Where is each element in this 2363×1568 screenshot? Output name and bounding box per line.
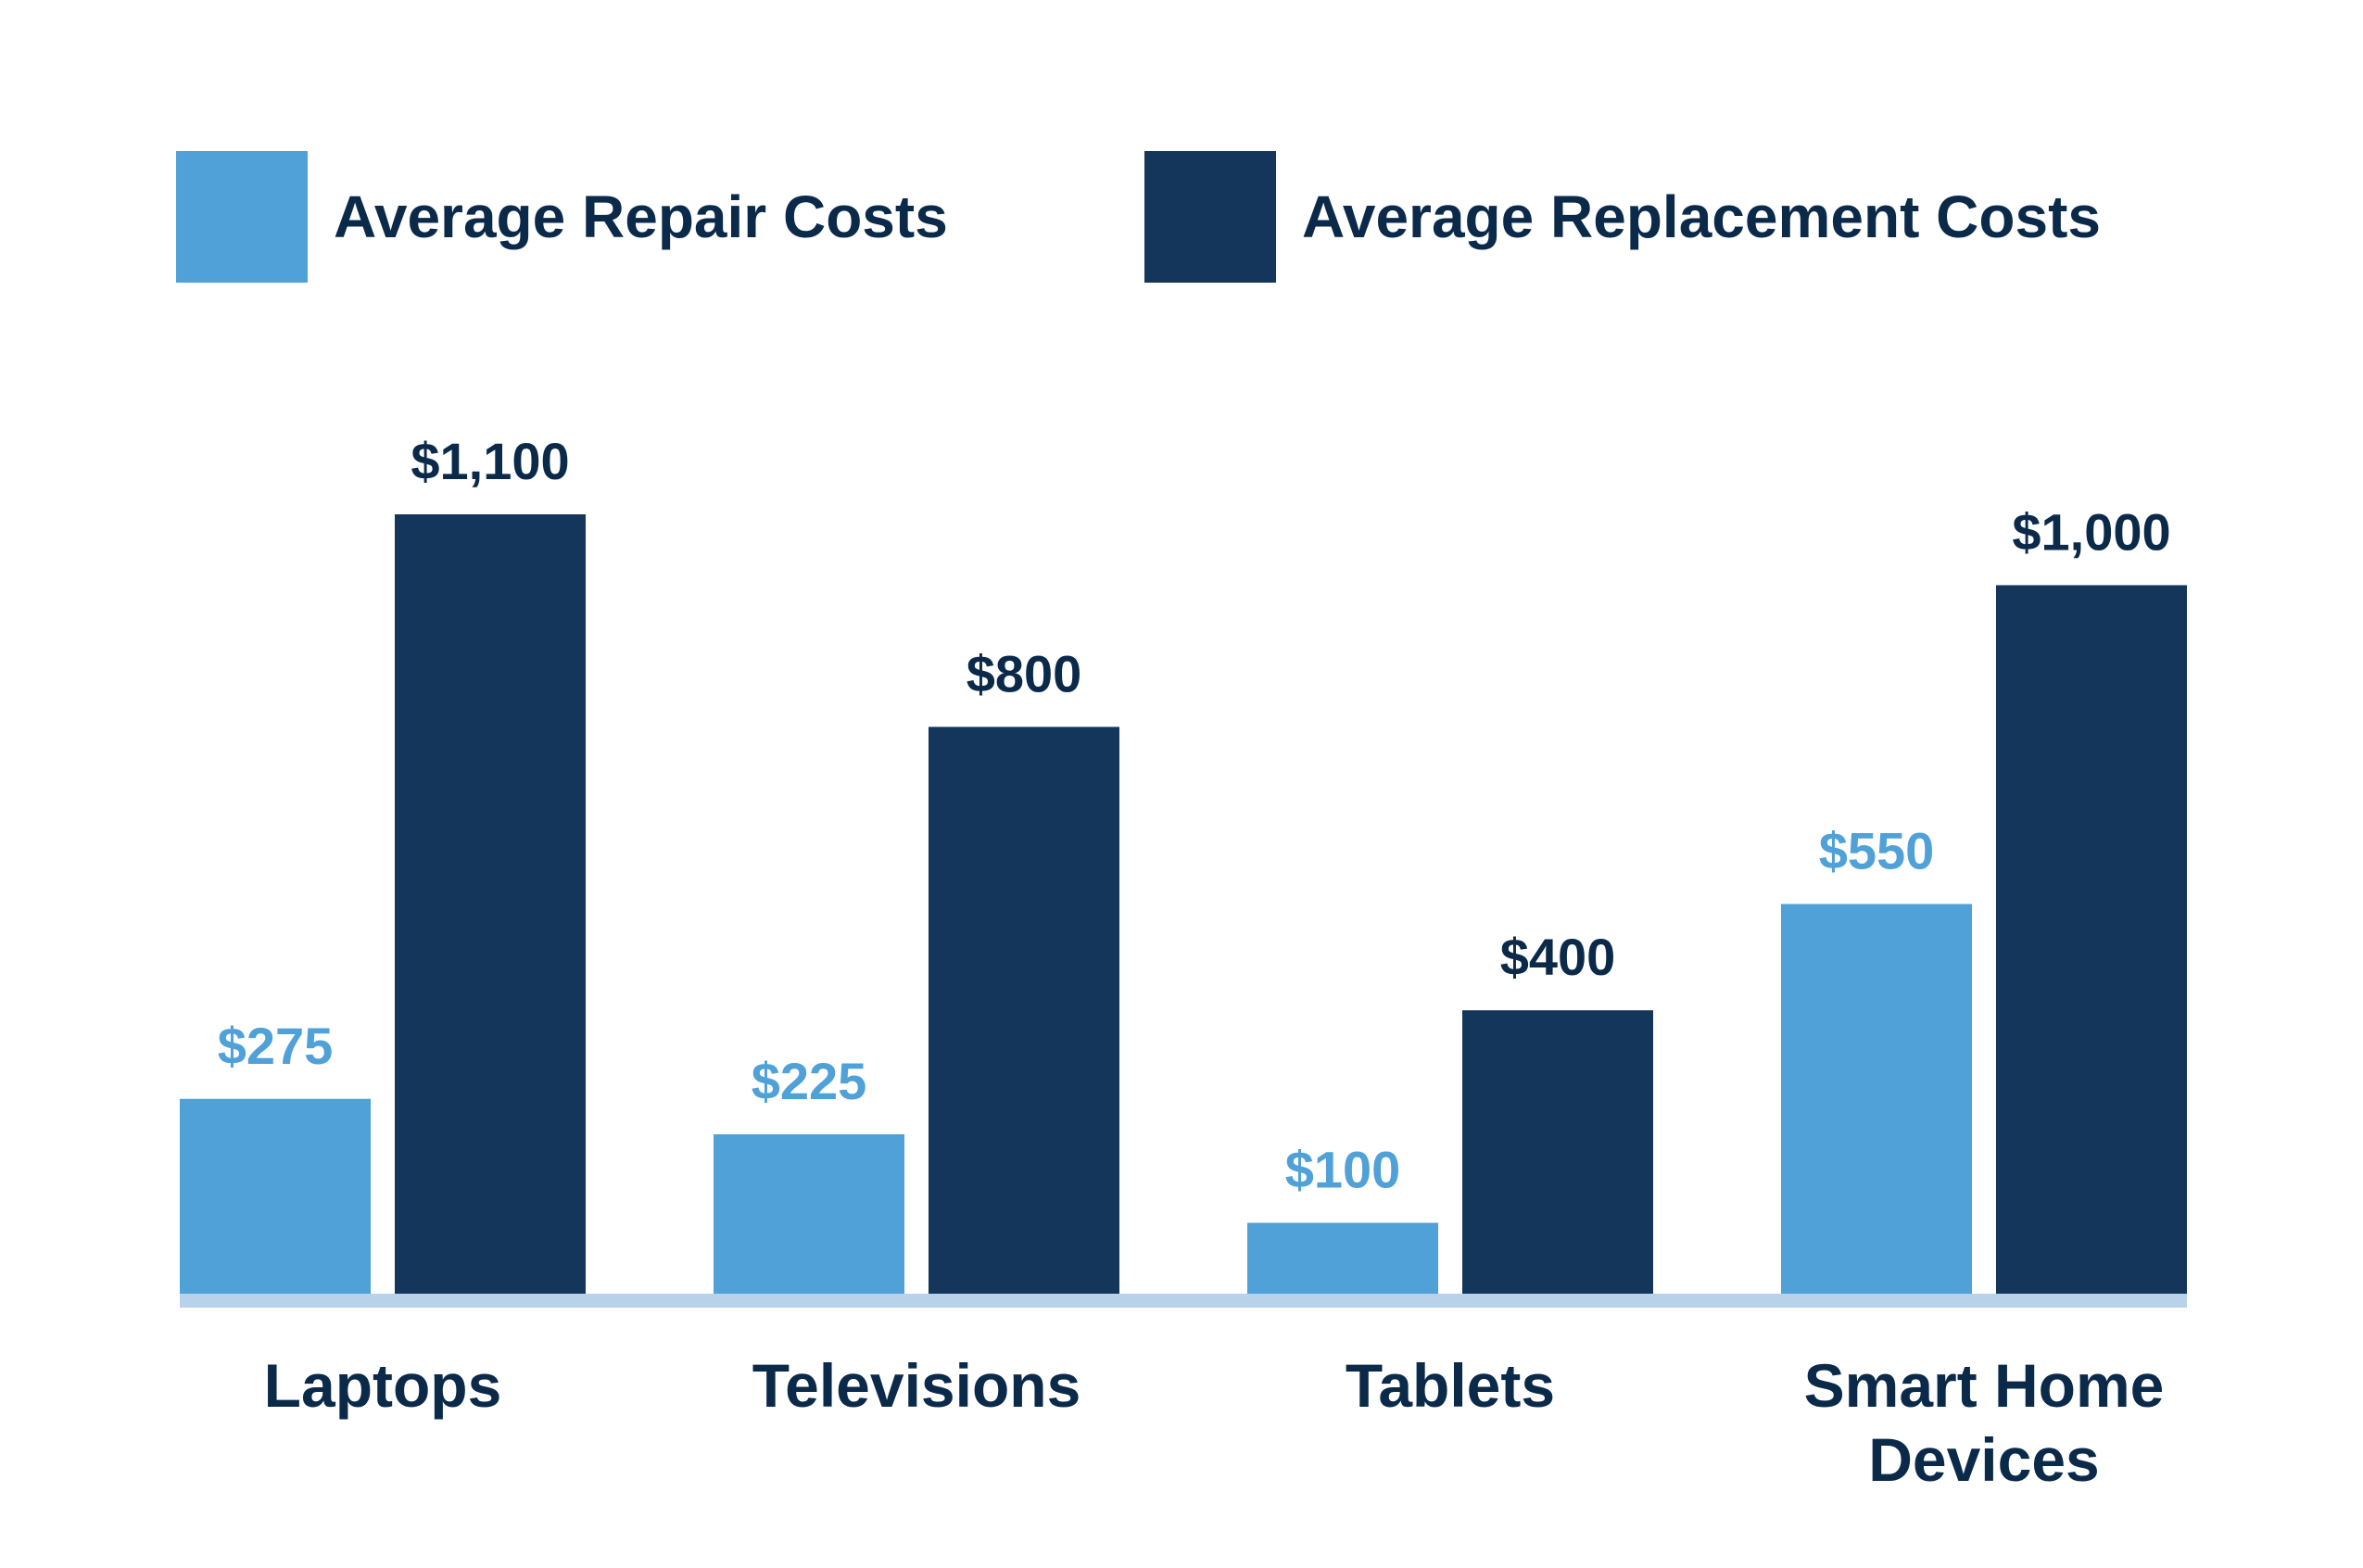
bar-replacement-3 — [1996, 585, 2187, 1294]
category-label-3: Smart Home Devices — [1804, 1351, 2165, 1494]
value-label-replacement-0: $1,100 — [411, 432, 569, 490]
bar-replacement-2 — [1462, 1010, 1653, 1294]
bar-replacement-0 — [395, 514, 586, 1294]
bar-repair-2 — [1247, 1222, 1438, 1294]
legend-label-repair: Average Repair Costs — [334, 183, 948, 250]
value-label-repair-0: $275 — [218, 1017, 334, 1075]
value-label-repair-1: $225 — [752, 1052, 867, 1110]
category-label-1: Televisions — [752, 1351, 1081, 1420]
legend-item-replacement: Average Replacement Costs — [1144, 151, 2101, 283]
bar-repair-0 — [180, 1098, 371, 1294]
bar-replacement-1 — [929, 727, 1119, 1294]
legend-item-repair: Average Repair Costs — [176, 151, 948, 283]
value-label-replacement-2: $400 — [1500, 928, 1616, 986]
category-label-0: Laptops — [264, 1351, 502, 1420]
category-label-2: Tablets — [1346, 1351, 1555, 1420]
legend-swatch-replacement — [1144, 151, 1276, 283]
value-label-replacement-3: $1,000 — [2012, 502, 2170, 561]
value-label-repair-2: $100 — [1285, 1141, 1401, 1199]
bar-repair-1 — [714, 1133, 904, 1294]
bar-repair-3 — [1781, 904, 1972, 1294]
x-axis-baseline — [180, 1294, 2187, 1308]
legend-swatch-repair — [176, 151, 308, 283]
value-label-repair-3: $550 — [1819, 822, 1935, 880]
legend: Average Repair Costs Average Replacement… — [0, 0, 2363, 334]
legend-label-replacement: Average Replacement Costs — [1302, 183, 2101, 250]
value-label-replacement-1: $800 — [967, 644, 1082, 702]
